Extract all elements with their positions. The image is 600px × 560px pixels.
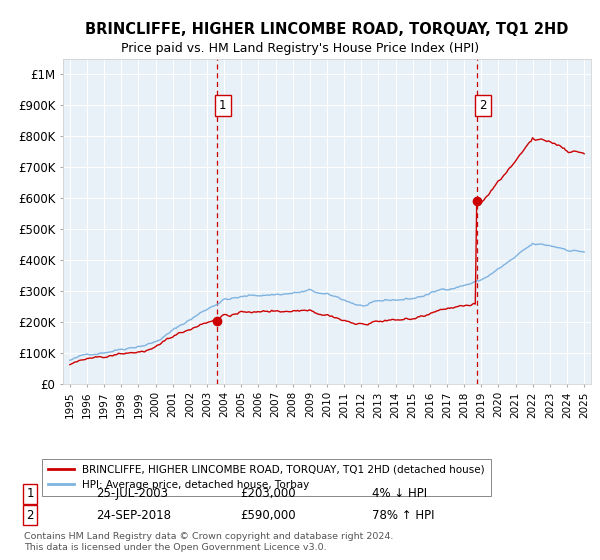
Text: 2: 2: [26, 508, 34, 522]
Legend: BRINCLIFFE, HIGHER LINCOMBE ROAD, TORQUAY, TQ1 2HD (detached house), HPI: Averag: BRINCLIFFE, HIGHER LINCOMBE ROAD, TORQUA…: [42, 459, 491, 496]
Text: This data is licensed under the Open Government Licence v3.0.: This data is licensed under the Open Gov…: [24, 543, 326, 552]
Text: Contains HM Land Registry data © Crown copyright and database right 2024.: Contains HM Land Registry data © Crown c…: [24, 532, 394, 541]
Text: 78% ↑ HPI: 78% ↑ HPI: [372, 508, 434, 522]
Text: £590,000: £590,000: [240, 508, 296, 522]
Text: 2: 2: [479, 99, 487, 111]
Text: 25-JUL-2003: 25-JUL-2003: [96, 487, 168, 501]
Text: 24-SEP-2018: 24-SEP-2018: [96, 508, 171, 522]
Text: Price paid vs. HM Land Registry's House Price Index (HPI): Price paid vs. HM Land Registry's House …: [121, 42, 479, 55]
Text: 1: 1: [26, 487, 34, 501]
Text: 1: 1: [219, 99, 227, 111]
Text: £203,000: £203,000: [240, 487, 296, 501]
Title: BRINCLIFFE, HIGHER LINCOMBE ROAD, TORQUAY, TQ1 2HD: BRINCLIFFE, HIGHER LINCOMBE ROAD, TORQUA…: [85, 22, 569, 37]
Text: 4% ↓ HPI: 4% ↓ HPI: [372, 487, 427, 501]
